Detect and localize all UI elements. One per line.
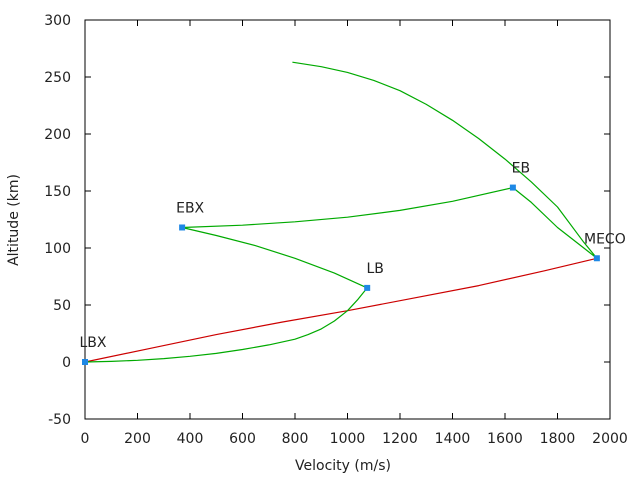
x-axis-label: Velocity (m/s) [295, 458, 391, 474]
marker-meco [593, 255, 600, 262]
y-tick-label: 0 [62, 355, 71, 371]
y-axis-label: Altitude (km) [6, 174, 22, 266]
marker-label-lb: LB [366, 261, 383, 277]
y-tick-label: -50 [48, 412, 71, 428]
x-tick-label: 1400 [435, 431, 471, 447]
marker-label-eb: EB [512, 161, 530, 177]
y-tick-label: 150 [44, 184, 71, 200]
x-tick-label: 600 [229, 431, 256, 447]
x-axis-ticks: 0 200 400 600 800 1000 1200 1400 1600 1800 2000 [81, 20, 628, 447]
marker-label-meco: MECO [584, 231, 626, 247]
marker-label-ebx: EBX [176, 200, 204, 216]
marker-lb [364, 284, 371, 291]
x-tick-label: 800 [282, 431, 309, 447]
y-tick-label: 200 [44, 127, 71, 143]
x-tick-label: 1600 [487, 431, 523, 447]
y-tick-label: 100 [44, 241, 71, 257]
y-tick-label: 50 [53, 298, 71, 314]
x-tick-label: 2000 [592, 431, 628, 447]
x-tick-label: 0 [81, 431, 90, 447]
series-line-1 [84, 257, 598, 363]
y-axis-ticks: -50 0 50 100 150 200 250 300 [44, 13, 610, 428]
y-tick-label: 250 [44, 70, 71, 86]
series-line-2 [84, 61, 598, 363]
marker-label-lbx: LBX [80, 335, 107, 351]
x-tick-label: 400 [177, 431, 204, 447]
x-tick-label: 1000 [330, 431, 366, 447]
x-tick-label: 1800 [540, 431, 576, 447]
marker-eb [509, 184, 516, 191]
series-layer [84, 61, 598, 363]
x-tick-label: 1200 [382, 431, 418, 447]
marker-layer: LBX LB EBX EB MECO [80, 161, 626, 365]
marker-ebx [179, 224, 186, 231]
x-tick-label: 200 [124, 431, 151, 447]
marker-lbx [82, 359, 88, 365]
y-tick-label: 300 [44, 13, 71, 29]
